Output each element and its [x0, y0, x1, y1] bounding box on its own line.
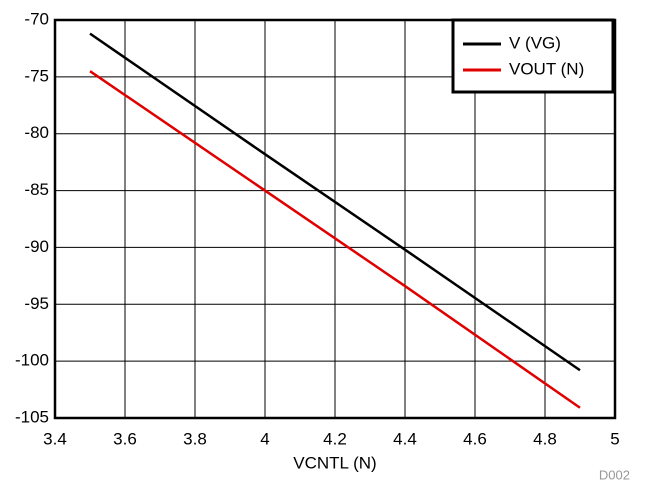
legend-box [451, 18, 615, 94]
y-tick-label: -95 [24, 294, 49, 313]
x-tick-label: 4.2 [323, 429, 347, 448]
data-line [89, 70, 581, 409]
x-tick-label: 4.8 [533, 429, 557, 448]
x-tick-label: 3.8 [183, 429, 207, 448]
legend-label: VOUT (N) [509, 59, 584, 78]
y-tick-label: -90 [24, 237, 49, 256]
x-tick-label: 5 [610, 429, 619, 448]
x-tick-label: 4 [260, 429, 269, 448]
y-tick-label: -100 [15, 351, 49, 370]
data-line [89, 32, 581, 372]
plot-frame [53, 18, 617, 420]
y-tick-label: -75 [24, 66, 49, 85]
y-tick-label: -70 [24, 9, 49, 28]
y-tick-label: -80 [24, 123, 49, 142]
y-tick-label: -105 [15, 407, 49, 426]
x-tick-label: 3.4 [43, 429, 67, 448]
x-tick-label: 4.6 [463, 429, 487, 448]
legend-label: V (VG) [509, 33, 561, 52]
y-tick-label: -85 [24, 180, 49, 199]
x-tick-label: 4.4 [393, 429, 417, 448]
x-axis-label: VCNTL (N) [293, 453, 376, 472]
x-tick-label: 3.6 [113, 429, 137, 448]
figure-id: D002 [599, 467, 630, 482]
